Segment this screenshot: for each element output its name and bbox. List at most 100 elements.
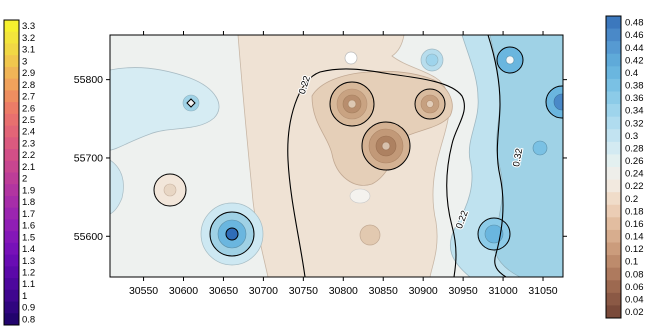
colorbar-swatch <box>606 167 621 180</box>
colorbar-swatch <box>4 113 19 126</box>
colorbar-label: 1 <box>22 291 27 302</box>
colorbar-label: 2 <box>22 174 27 185</box>
colorbar-swatch <box>606 179 621 193</box>
low-855-618 <box>349 188 371 204</box>
colorbar-label: 0.06 <box>625 282 644 293</box>
x-tick-label: 30800 <box>329 285 358 297</box>
peak-830-766 <box>329 81 375 127</box>
colorbar-swatch <box>4 231 19 244</box>
colorbar-swatch <box>4 102 19 115</box>
plot-area: 0.220.220.32 <box>110 35 563 277</box>
colorbar-swatch <box>4 301 19 314</box>
colorbar-label: 0.48 <box>625 18 644 29</box>
colorbar-swatch <box>4 207 19 220</box>
colorbar-label: 2.8 <box>22 80 35 91</box>
colorbar-right: 0.480.460.440.420.40.380.360.340.320.30.… <box>605 15 644 319</box>
x-tick-label: 30700 <box>249 285 278 297</box>
y-tick-label: 55600 <box>74 231 103 243</box>
colorbar-label: 3.1 <box>22 45 35 56</box>
colorbar-swatch <box>606 280 621 294</box>
low-830-590 <box>359 224 381 246</box>
colorbar-swatch <box>4 20 19 33</box>
colorbar-swatch <box>606 129 621 143</box>
colorbar-swatch <box>4 172 19 185</box>
colorbar-swatch <box>606 255 621 269</box>
colorbar-label: 2.3 <box>22 138 35 149</box>
peak-1005-604 <box>477 217 511 251</box>
colorbar-label: 0.26 <box>625 156 644 167</box>
y-axis: 55600 55700 55800 <box>74 74 567 243</box>
colorbar-label: 0.2 <box>625 194 638 205</box>
x-axis: 30550 30600 30650 30700 30750 30800 30850 30900… <box>129 31 558 297</box>
colorbar-label: 3.2 <box>22 33 35 44</box>
colorbar-label: 0.38 <box>625 81 644 92</box>
colorbar-label: 0.12 <box>625 244 644 255</box>
contour-line-0-22-center <box>287 68 465 277</box>
colorbar-swatch <box>4 254 19 267</box>
colorbar-label: 0.14 <box>625 232 644 243</box>
colorbar-label: 0.8 <box>22 314 35 325</box>
colorbar-swatch <box>4 195 19 209</box>
x-tick-label: 31000 <box>488 285 517 297</box>
colorbar-swatch <box>4 31 19 44</box>
colorbar-swatch <box>4 160 19 173</box>
colorbar-label: 1.8 <box>22 197 35 208</box>
x-tick-label: 30650 <box>209 285 238 297</box>
colorbar-swatch <box>4 242 19 256</box>
colorbar-label: 0.34 <box>625 106 644 117</box>
colorbar-label: 0.44 <box>625 43 644 54</box>
colorbar-label: 2.5 <box>22 115 35 126</box>
colorbar-swatch <box>606 41 621 55</box>
colorbar-swatch <box>606 292 621 306</box>
colorbar-label: 1.7 <box>22 209 35 220</box>
colorbar-label: 1.2 <box>22 268 35 279</box>
colorbar-label: 3 <box>22 56 27 67</box>
peak-1020-826 <box>496 46 524 74</box>
white-spot <box>344 51 358 65</box>
x-tick-label: 30950 <box>449 285 478 297</box>
colorbar-swatch <box>606 78 621 92</box>
peak-660-604 <box>200 202 264 266</box>
colorbar-swatch <box>606 141 621 155</box>
peak-845-716 <box>361 121 411 171</box>
colorbar-swatch <box>4 125 19 138</box>
colorbar-label: 3.3 <box>22 21 35 32</box>
colorbar-swatch <box>4 149 19 162</box>
field-region-high-west <box>110 67 220 151</box>
colorbar-label: 1.1 <box>22 279 35 290</box>
colorbar-frame <box>3 19 20 326</box>
colorbar-swatch <box>4 137 19 150</box>
colorbar-label: 0.4 <box>625 68 638 79</box>
field-region-high-west-left <box>110 159 124 215</box>
colorbar-label: 2.2 <box>22 150 35 161</box>
colorbar-label: 2.7 <box>22 92 35 103</box>
colorbar-frame <box>605 15 622 319</box>
colorbar-label: 0.24 <box>625 169 644 180</box>
contour-label: 0.32 <box>511 147 525 167</box>
contour-line-0-32-east <box>487 35 507 277</box>
peak-910-822 <box>420 48 444 72</box>
colorbar-label: 1.6 <box>22 221 35 232</box>
colorbar-swatch <box>606 305 621 319</box>
colorbar-left: 3.33.23.132.92.82.72.62.52.42.32.22.121.… <box>3 19 35 326</box>
colorbar-swatch <box>4 78 19 91</box>
peak-620-770 <box>182 94 200 112</box>
y-tick-label: 55800 <box>74 74 103 86</box>
colorbar-label: 0.28 <box>625 143 644 154</box>
colorbar-label: 2.1 <box>22 162 35 173</box>
colorbar-label: 0.42 <box>625 55 644 66</box>
colorbar-swatch <box>4 278 19 291</box>
colorbar-label: 0.16 <box>625 219 644 230</box>
colorbar-label: 1.4 <box>22 244 35 255</box>
low-600-660 <box>153 173 187 207</box>
colorbar-swatch <box>4 55 19 68</box>
colorbar-swatch <box>4 66 19 80</box>
colorbar-label: 2.9 <box>22 68 35 79</box>
peak-1072-770 <box>545 85 563 119</box>
x-tick-label: 30600 <box>169 285 198 297</box>
colorbar-swatch <box>606 16 621 29</box>
x-tick-label: 30550 <box>129 285 158 297</box>
colorbar-swatch <box>606 91 621 105</box>
colorbar-label: 1.9 <box>22 185 35 196</box>
colorbar-swatch <box>606 104 621 118</box>
